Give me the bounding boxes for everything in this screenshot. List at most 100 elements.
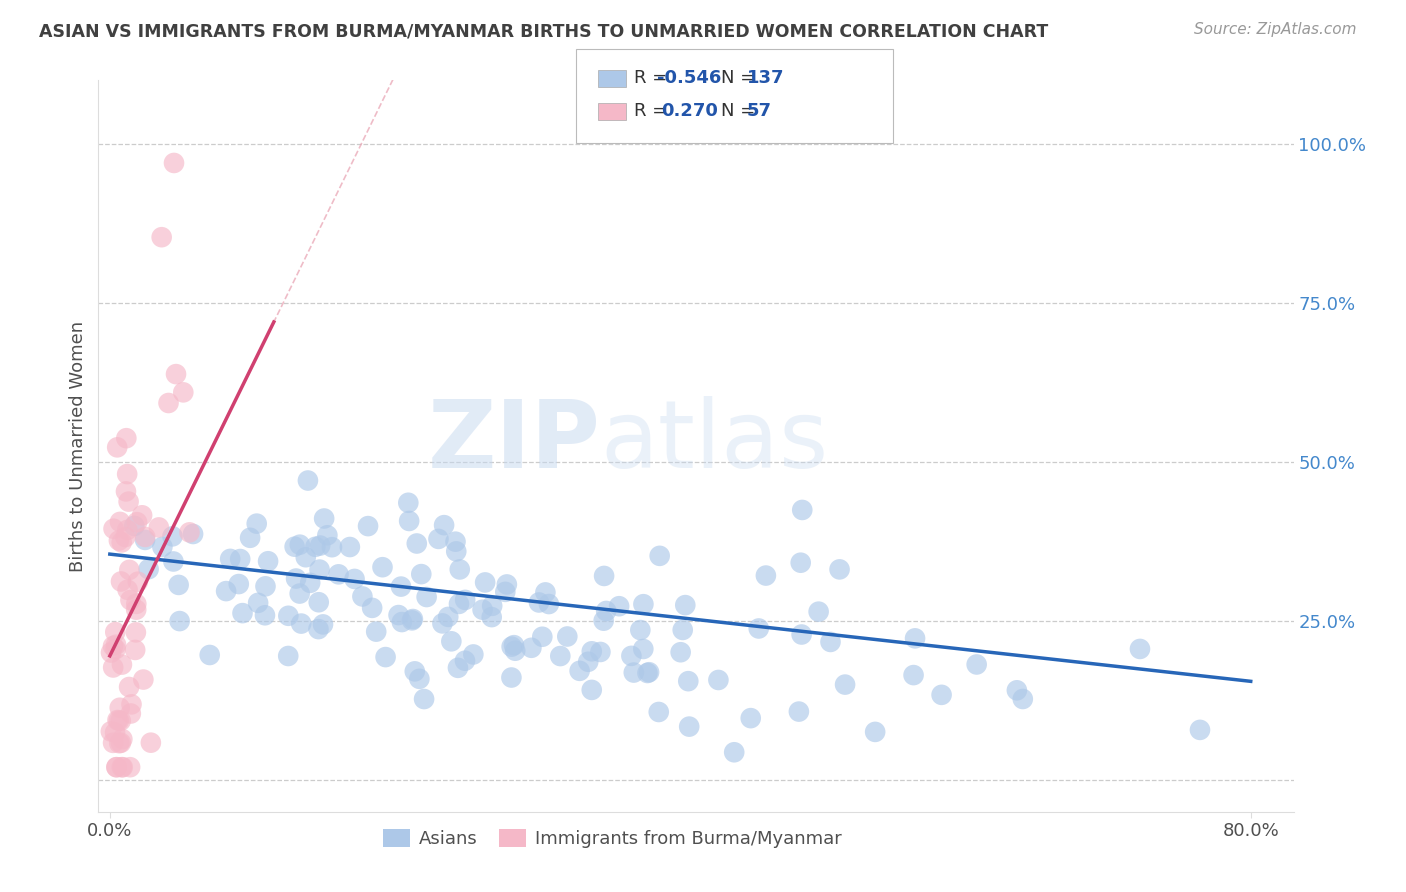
Point: [904, 632, 927, 646]
Point: [607, 599, 630, 614]
Point: [396, 496, 419, 510]
Text: 0.270: 0.270: [661, 103, 717, 120]
Point: [103, 522, 125, 536]
Point: [1129, 642, 1152, 657]
Point: [408, 672, 430, 686]
Point: [537, 597, 560, 611]
Point: [481, 599, 503, 613]
Point: [628, 623, 651, 637]
Point: [389, 580, 412, 594]
Point: [371, 560, 394, 574]
Point: [108, 533, 131, 548]
Point: [131, 508, 153, 523]
Point: [807, 605, 830, 619]
Point: [402, 612, 425, 626]
Point: [253, 608, 276, 623]
Point: [454, 654, 477, 668]
Point: [589, 645, 612, 659]
Point: [107, 713, 129, 727]
Point: [108, 736, 131, 750]
Point: [494, 585, 516, 599]
Point: [124, 519, 146, 533]
Point: [593, 569, 616, 583]
Point: [111, 535, 134, 549]
Point: [387, 608, 409, 623]
Text: ASIAN VS IMMIGRANTS FROM BURMA/MYANMAR BIRTHS TO UNMARRIED WOMEN CORRELATION CHA: ASIAN VS IMMIGRANTS FROM BURMA/MYANMAR B…: [39, 22, 1049, 40]
Point: [215, 584, 238, 599]
Point: [104, 642, 127, 657]
Point: [463, 648, 485, 662]
Point: [101, 639, 124, 653]
Point: [321, 540, 343, 554]
Point: [495, 577, 517, 591]
Point: [366, 624, 388, 639]
Point: [581, 644, 603, 658]
Point: [228, 577, 250, 591]
Point: [411, 567, 433, 582]
Text: N =: N =: [721, 103, 755, 120]
Point: [309, 539, 332, 553]
Point: [1011, 692, 1033, 706]
Point: [148, 520, 170, 534]
Point: [432, 616, 454, 631]
Point: [534, 585, 557, 599]
Point: [437, 610, 460, 624]
Point: [120, 593, 142, 607]
Point: [740, 711, 762, 725]
Point: [198, 648, 221, 662]
Point: [107, 714, 129, 728]
Point: [427, 532, 450, 546]
Text: ZIP: ZIP: [427, 396, 600, 488]
Point: [820, 635, 842, 649]
Point: [152, 540, 174, 554]
Point: [169, 614, 191, 628]
Point: [405, 536, 427, 550]
Point: [125, 602, 148, 616]
Point: [673, 598, 696, 612]
Point: [100, 646, 122, 660]
Text: R =: R =: [634, 70, 668, 87]
Point: [110, 714, 132, 728]
Point: [163, 156, 186, 170]
Point: [723, 745, 745, 759]
Point: [231, 606, 253, 620]
Point: [357, 519, 380, 533]
Point: [1188, 723, 1211, 737]
Point: [150, 230, 173, 244]
Point: [678, 674, 700, 689]
Point: [105, 638, 128, 652]
Text: 57: 57: [747, 103, 772, 120]
Point: [931, 688, 953, 702]
Point: [404, 665, 426, 679]
Point: [115, 467, 138, 481]
Point: [361, 600, 384, 615]
Point: [105, 760, 128, 774]
Point: [118, 680, 141, 694]
Legend: Asians, Immigrants from Burma/Myanmar: Asians, Immigrants from Burma/Myanmar: [375, 822, 849, 855]
Point: [339, 540, 361, 554]
Point: [1005, 683, 1028, 698]
Point: [623, 665, 645, 680]
Point: [125, 597, 148, 611]
Point: [828, 562, 851, 576]
Point: [903, 668, 925, 682]
Point: [314, 511, 336, 525]
Text: 137: 137: [747, 70, 785, 87]
Point: [834, 677, 856, 691]
Point: [520, 640, 543, 655]
Text: Source: ZipAtlas.com: Source: ZipAtlas.com: [1194, 22, 1357, 37]
Point: [576, 655, 599, 669]
Point: [669, 645, 692, 659]
Point: [413, 692, 436, 706]
Point: [288, 538, 311, 552]
Point: [398, 514, 420, 528]
Point: [139, 736, 162, 750]
Point: [254, 579, 277, 593]
Point: [550, 648, 572, 663]
Point: [115, 484, 138, 499]
Point: [111, 760, 134, 774]
Point: [121, 698, 143, 712]
Point: [308, 563, 330, 577]
Point: [167, 578, 190, 592]
Point: [120, 706, 142, 721]
